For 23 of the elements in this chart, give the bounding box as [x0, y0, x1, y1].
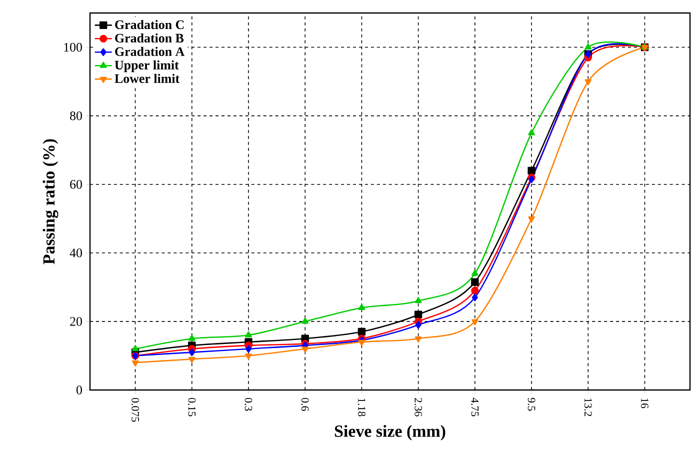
x-tick-label: 16	[641, 398, 648, 408]
x-tick-label: 13.2	[584, 398, 592, 416]
x-tick-label: 4.75	[471, 398, 479, 416]
y-axis-title: Passing ratio (%)	[42, 139, 58, 264]
x-tick-label: 2.36	[414, 398, 422, 416]
y-tick-label: 20	[70, 317, 82, 326]
y-tick-label: 60	[70, 180, 82, 189]
x-tick-label: 9.5	[528, 398, 536, 411]
y-tick-label: 100	[64, 42, 82, 52]
x-tick-label: 1.18	[358, 398, 366, 416]
legend-label: Lower limit	[114, 74, 180, 83]
legend-label: Gradation B	[115, 33, 184, 43]
x-tick-label: 0.075	[132, 398, 139, 422]
legend-label: Gradation A	[115, 46, 185, 56]
y-tick-label: 0	[76, 386, 82, 394]
y-tick-label: 80	[70, 111, 82, 120]
x-tick-label: 0.3	[244, 398, 252, 411]
y-tick-label: 40	[70, 248, 82, 258]
legend-label: Gradation C	[115, 20, 184, 30]
x-axis-title: Sieve size (mm)	[334, 425, 446, 440]
legend-label: Upper limit	[114, 60, 179, 72]
x-tick-label: 0.6	[301, 398, 309, 411]
x-tick-label: 0.15	[188, 398, 196, 416]
